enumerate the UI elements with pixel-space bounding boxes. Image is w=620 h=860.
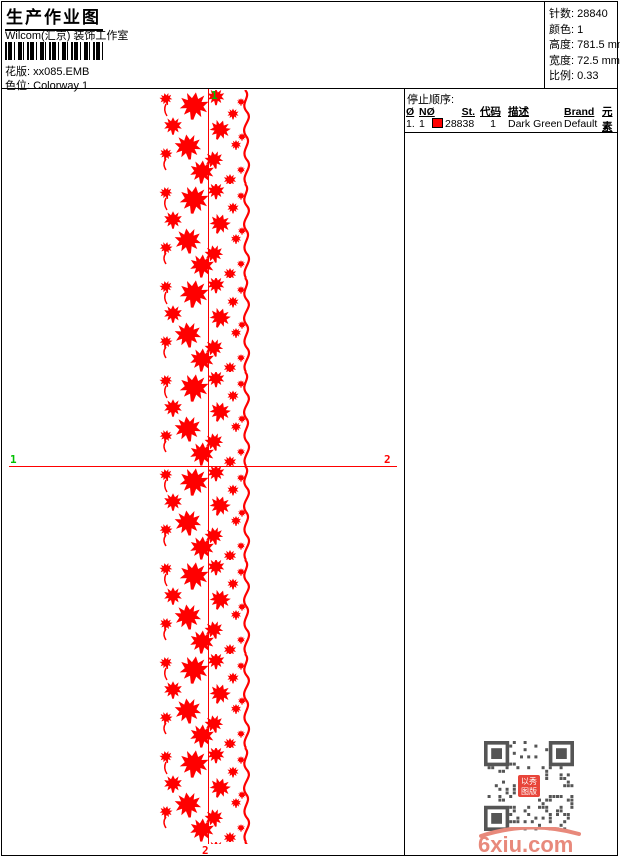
stat-stitches-value: 28840	[577, 8, 608, 20]
colorway-value: Colorway 1	[33, 80, 89, 92]
thread-color-swatch	[432, 118, 443, 128]
stat-colors: 颜色: 1	[549, 21, 617, 37]
stat-width-label: 宽度:	[549, 54, 575, 67]
col-seq: Ø	[406, 106, 415, 118]
pattern-file-value: xx085.EMB	[33, 66, 90, 78]
end-marker-bottom: 2	[202, 844, 209, 857]
embroidery-design	[158, 90, 255, 844]
stat-width-value: 72.5 mm	[577, 54, 620, 67]
stat-stitches-label: 针数:	[549, 8, 575, 20]
page-title: 生产作业图	[5, 3, 103, 31]
design-canvas: 1 2 1 2	[2, 89, 404, 856]
cell-code: 1	[490, 118, 496, 130]
stat-scale: 比例: 0.33	[549, 67, 617, 83]
stop-sequence-table: Ø NØ St. 代码 描述 Brand 元素 1. 1 28838 1 Dar…	[406, 104, 619, 133]
pattern-file-line: 花版: xx085.EMB	[5, 63, 89, 79]
stop-sequence-title: 停止顺序:	[407, 94, 455, 106]
table-bottom-rule	[405, 132, 618, 133]
col-stitches: St.	[461, 106, 475, 118]
site-watermark: 6xiu.com	[475, 825, 585, 857]
start-marker-left: 1	[10, 453, 17, 466]
barcode	[5, 42, 105, 60]
col-needle: NØ	[419, 106, 435, 118]
col-brand: Brand	[564, 106, 595, 118]
col-element: 元素	[602, 106, 613, 133]
site-watermark-text: 6xiu.com	[478, 832, 573, 855]
main-area: 1 2 1 2 停止顺序: Ø NØ St. 代码 描述 Brand 元素 1.	[2, 89, 619, 857]
horizontal-axis-line	[9, 466, 397, 467]
stat-width: 宽度: 72.5 mm	[549, 52, 620, 68]
cell-needle: 1	[419, 118, 425, 130]
stat-stitches: 针数: 28840	[549, 5, 617, 21]
start-marker-top: 1	[211, 89, 218, 102]
cell-stitches: 28838	[432, 118, 480, 130]
cell-brand: Default	[564, 118, 598, 130]
cell-seq: 1.	[406, 118, 415, 130]
stat-colors-label: 颜色:	[549, 23, 575, 36]
design-stats-box: 针数: 28840 颜色: 1 高度: 781.5 mm 宽度: 72.5 mm…	[544, 2, 620, 89]
col-description: 描述	[508, 106, 529, 118]
stat-scale-label: 比例:	[549, 70, 575, 83]
end-marker-right: 2	[384, 453, 391, 466]
stat-height: 高度: 781.5 mm	[549, 36, 620, 52]
table-header-row: Ø NØ St. 代码 描述 Brand 元素	[406, 104, 619, 133]
cell-stitches-value: 28838	[445, 118, 475, 130]
stop-sequence-panel: 停止顺序: Ø NØ St. 代码 描述 Brand 元素 1. 1 28838…	[404, 89, 619, 857]
stat-colors-value: 1	[577, 23, 584, 36]
table-row: 1. 1 28838 1 Dark Green Default	[406, 118, 619, 131]
qr-center-seal	[518, 775, 540, 797]
qr-code: 以秀 图版	[484, 741, 574, 831]
qr-seal-text-1: 以秀	[521, 776, 537, 786]
stat-height-value: 781.5 mm	[577, 39, 620, 52]
colorway-line: 色位: Colorway 1	[5, 77, 88, 93]
stat-scale-value: 0.33	[577, 70, 599, 83]
header: 生产作业图 Wilcom(汇京) 装饰工作室 花版: xx085.EMB 色位:…	[2, 2, 620, 92]
stat-height-label: 高度:	[549, 39, 575, 52]
studio-subtitle: Wilcom(汇京) 装饰工作室	[5, 30, 129, 42]
qr-seal-text-2: 图版	[521, 786, 537, 796]
cell-description: Dark Green	[508, 118, 563, 130]
col-code: 代码	[480, 106, 501, 118]
colorway-label: 色位:	[5, 80, 31, 92]
pattern-file-label: 花版:	[5, 66, 31, 78]
logo-swoosh	[479, 825, 581, 838]
